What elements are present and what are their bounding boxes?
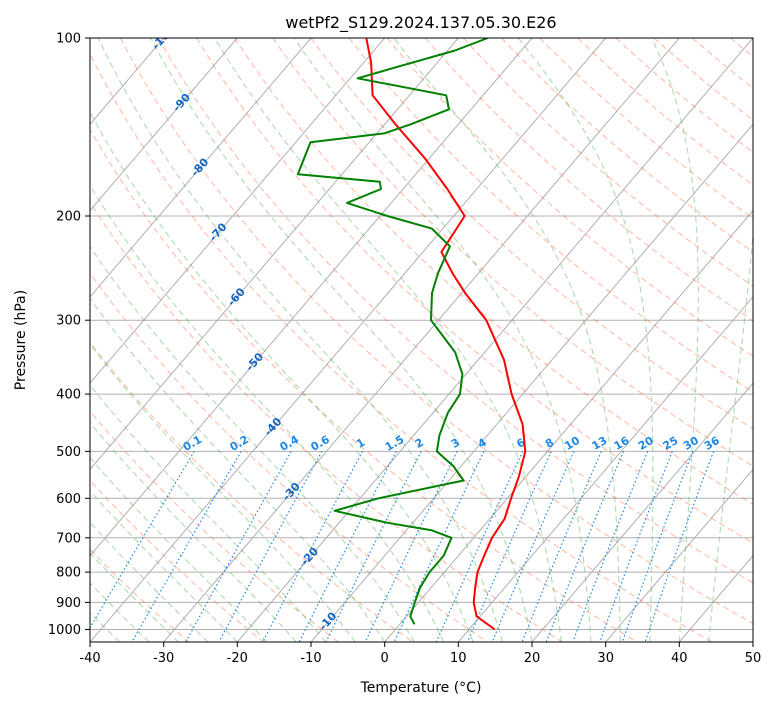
isotherm-line	[753, 38, 775, 642]
y-tick-label: 100	[56, 32, 81, 47]
x-tick-label: 40	[671, 651, 688, 666]
chart-title: wetPf2_S129.2024.137.05.30.E26	[285, 13, 556, 33]
y-tick-label: 900	[56, 596, 81, 611]
x-tick-label: -30	[153, 651, 174, 666]
dry-adiabat-line	[769, 38, 775, 642]
y-tick-label: 500	[56, 445, 81, 460]
y-axis-label: Pressure (hPa)	[13, 290, 29, 390]
y-tick-label: 300	[56, 314, 81, 329]
y-tick-label: 800	[56, 566, 81, 581]
x-tick-label: -10	[300, 651, 321, 666]
x-tick-label: -40	[79, 651, 100, 666]
x-tick-label: 50	[745, 651, 762, 666]
x-tick-label: 0	[381, 651, 389, 666]
y-tick-label: 1000	[48, 623, 81, 638]
x-tick-label: 30	[597, 651, 614, 666]
x-tick-label: 20	[524, 651, 541, 666]
x-axis-label: Temperature (°C)	[360, 680, 482, 696]
y-tick-label: 700	[56, 531, 81, 546]
y-tick-label: 200	[56, 210, 81, 225]
y-tick-label: 600	[56, 492, 81, 507]
y-tick-label: 400	[56, 388, 81, 403]
x-tick-label: 10	[450, 651, 467, 666]
x-tick-label: -20	[227, 651, 248, 666]
